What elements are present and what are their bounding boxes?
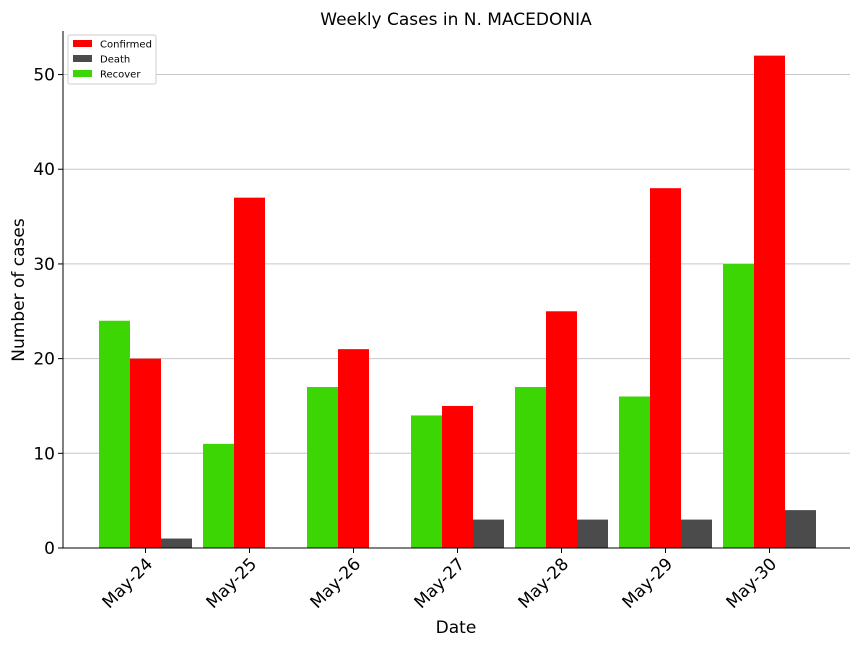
bar-confirmed-may-29 (650, 188, 681, 548)
y-tick-label: 50 (33, 66, 55, 86)
y-axis-label: Number of cases (9, 218, 29, 362)
x-tick-label: May-29 (619, 554, 677, 612)
bar-recover-may-26 (307, 387, 338, 548)
bar-recover-may-27 (411, 415, 442, 548)
bars (99, 55, 816, 548)
legend-label-death: Death (100, 55, 130, 66)
bar-recover-may-24 (99, 320, 130, 548)
bar-confirmed-may-25 (234, 197, 265, 548)
bar-death-may-29 (681, 519, 712, 548)
bar-death-may-30 (785, 510, 816, 548)
x-tick-label: May-25 (203, 554, 261, 612)
legend-label-recover: Recover (100, 70, 141, 81)
y-tick-label: 10 (33, 444, 55, 464)
x-tick-label: May-30 (723, 554, 781, 612)
bar-death-may-24 (161, 538, 192, 548)
y-ticks: 0 10 20 30 40 50 (33, 66, 63, 559)
chart-title: Weekly Cases in N. MACEDONIA (320, 10, 592, 30)
x-axis-label: Date (436, 618, 477, 638)
y-tick-label: 30 (33, 255, 55, 275)
x-tick-label: May-28 (515, 554, 573, 612)
legend-swatch-recover (73, 70, 92, 77)
bar-death-may-28 (577, 519, 608, 548)
bar-recover-may-25 (203, 443, 234, 548)
bar-recover-may-28 (515, 387, 546, 548)
x-tick-label: May-26 (307, 554, 365, 612)
legend-swatch-confirmed (73, 40, 92, 47)
x-tick-label: May-24 (99, 554, 157, 612)
bar-confirmed-may-26 (338, 349, 369, 548)
bar-death-may-27 (473, 519, 504, 548)
gridlines (63, 74, 850, 454)
bar-recover-may-29 (619, 396, 650, 548)
bar-confirmed-may-30 (754, 55, 785, 548)
legend-label-confirmed: Confirmed (100, 40, 152, 51)
y-tick-label: 20 (33, 350, 55, 370)
axes (62, 31, 850, 549)
bar-confirmed-may-27 (442, 405, 473, 548)
x-tick-label: May-27 (411, 554, 469, 612)
y-tick-label: 0 (44, 539, 55, 559)
legend-swatch-death (73, 55, 92, 62)
y-tick-label: 40 (33, 160, 55, 180)
bar-recover-may-30 (723, 263, 754, 548)
x-ticks: May-24 May-25 May-26 May-27 May-28 May-29 May-… (99, 548, 781, 613)
legend: Confirmed Death Recover (67, 34, 157, 85)
bar-confirmed-may-24 (130, 358, 161, 548)
bar-confirmed-may-28 (546, 311, 577, 548)
